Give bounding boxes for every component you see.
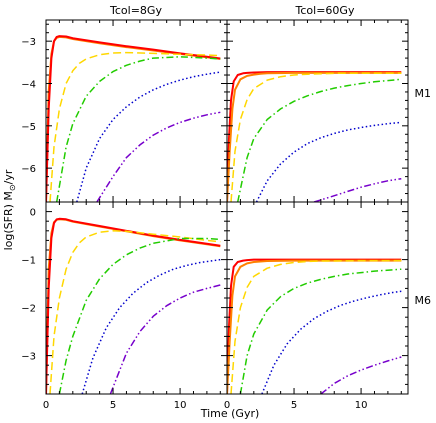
y-tick-label: −2 <box>21 304 36 315</box>
series-yellow-bottom-right <box>230 259 402 394</box>
series-orange-top-left <box>46 35 221 202</box>
y-tick-label: −1 <box>21 256 36 267</box>
series-green-top-left <box>55 56 221 202</box>
panel-frame-bottom-right <box>226 201 409 395</box>
x-tick-label: 10 <box>355 400 368 411</box>
column-title-right: Tcol=60Gy <box>295 4 355 17</box>
series-green-bottom-left <box>58 237 221 394</box>
x-tick-label: 0 <box>224 400 230 411</box>
y-tick-label: −5 <box>21 122 36 133</box>
panel-frame-top-right <box>226 19 409 203</box>
y-tick-label: −3 <box>21 37 36 48</box>
panel-bottom-left: −3 −2 −1 0 0 5 10 <box>21 201 228 411</box>
series-green-bottom-right <box>239 268 402 394</box>
panel-top-left: −6 −5 −4 −3 <box>21 19 228 203</box>
series-green-top-right <box>236 78 402 202</box>
series-purple-top-right <box>313 177 402 202</box>
series-yellow-top-left <box>49 51 221 202</box>
panels: −6 −5 −4 −3 −3 −2 −1 0 0 5 10 0 5 10 <box>21 19 409 411</box>
series-purple-bottom-left <box>109 284 221 394</box>
series-yellow-top-right <box>230 72 402 202</box>
series-red-top-left <box>46 35 221 202</box>
series-purple-top-left <box>96 111 221 202</box>
y-tick-label: −4 <box>21 79 36 90</box>
series-blue-bottom-left <box>81 258 221 394</box>
row-label-bottom: M6 <box>415 294 432 307</box>
y-axis-label: log(SFR) M⊙/yr <box>2 169 17 250</box>
series-blue-top-right <box>255 121 402 202</box>
y-tick-label: −3 <box>21 352 36 363</box>
x-tick-label: 5 <box>110 400 116 411</box>
x-axis-label: Time (Gyr) <box>200 407 260 420</box>
x-tick-label: 10 <box>174 400 187 411</box>
panel-bottom-right: 0 5 10 <box>224 201 409 411</box>
series-red-bottom-left <box>46 217 221 394</box>
series-blue-bottom-right <box>261 290 402 394</box>
series-orange-top-right <box>227 71 402 202</box>
column-title-left: Tcol=8Gy <box>109 4 162 17</box>
y-tick-label: 0 <box>30 208 36 219</box>
y-tick-label: −6 <box>21 164 36 175</box>
row-label-top: M1 <box>415 87 432 100</box>
series-orange-bottom-left <box>46 218 221 394</box>
x-tick-label: 5 <box>291 400 297 411</box>
series-yellow-bottom-left <box>49 230 221 394</box>
panel-frame-bottom-left <box>45 201 228 395</box>
series-purple-bottom-right <box>320 356 402 394</box>
series-red-bottom-right <box>227 258 402 394</box>
panel-top-right <box>226 19 409 203</box>
series-red-top-right <box>227 71 402 202</box>
x-tick-label: 0 <box>43 400 49 411</box>
series-blue-top-left <box>76 71 221 202</box>
